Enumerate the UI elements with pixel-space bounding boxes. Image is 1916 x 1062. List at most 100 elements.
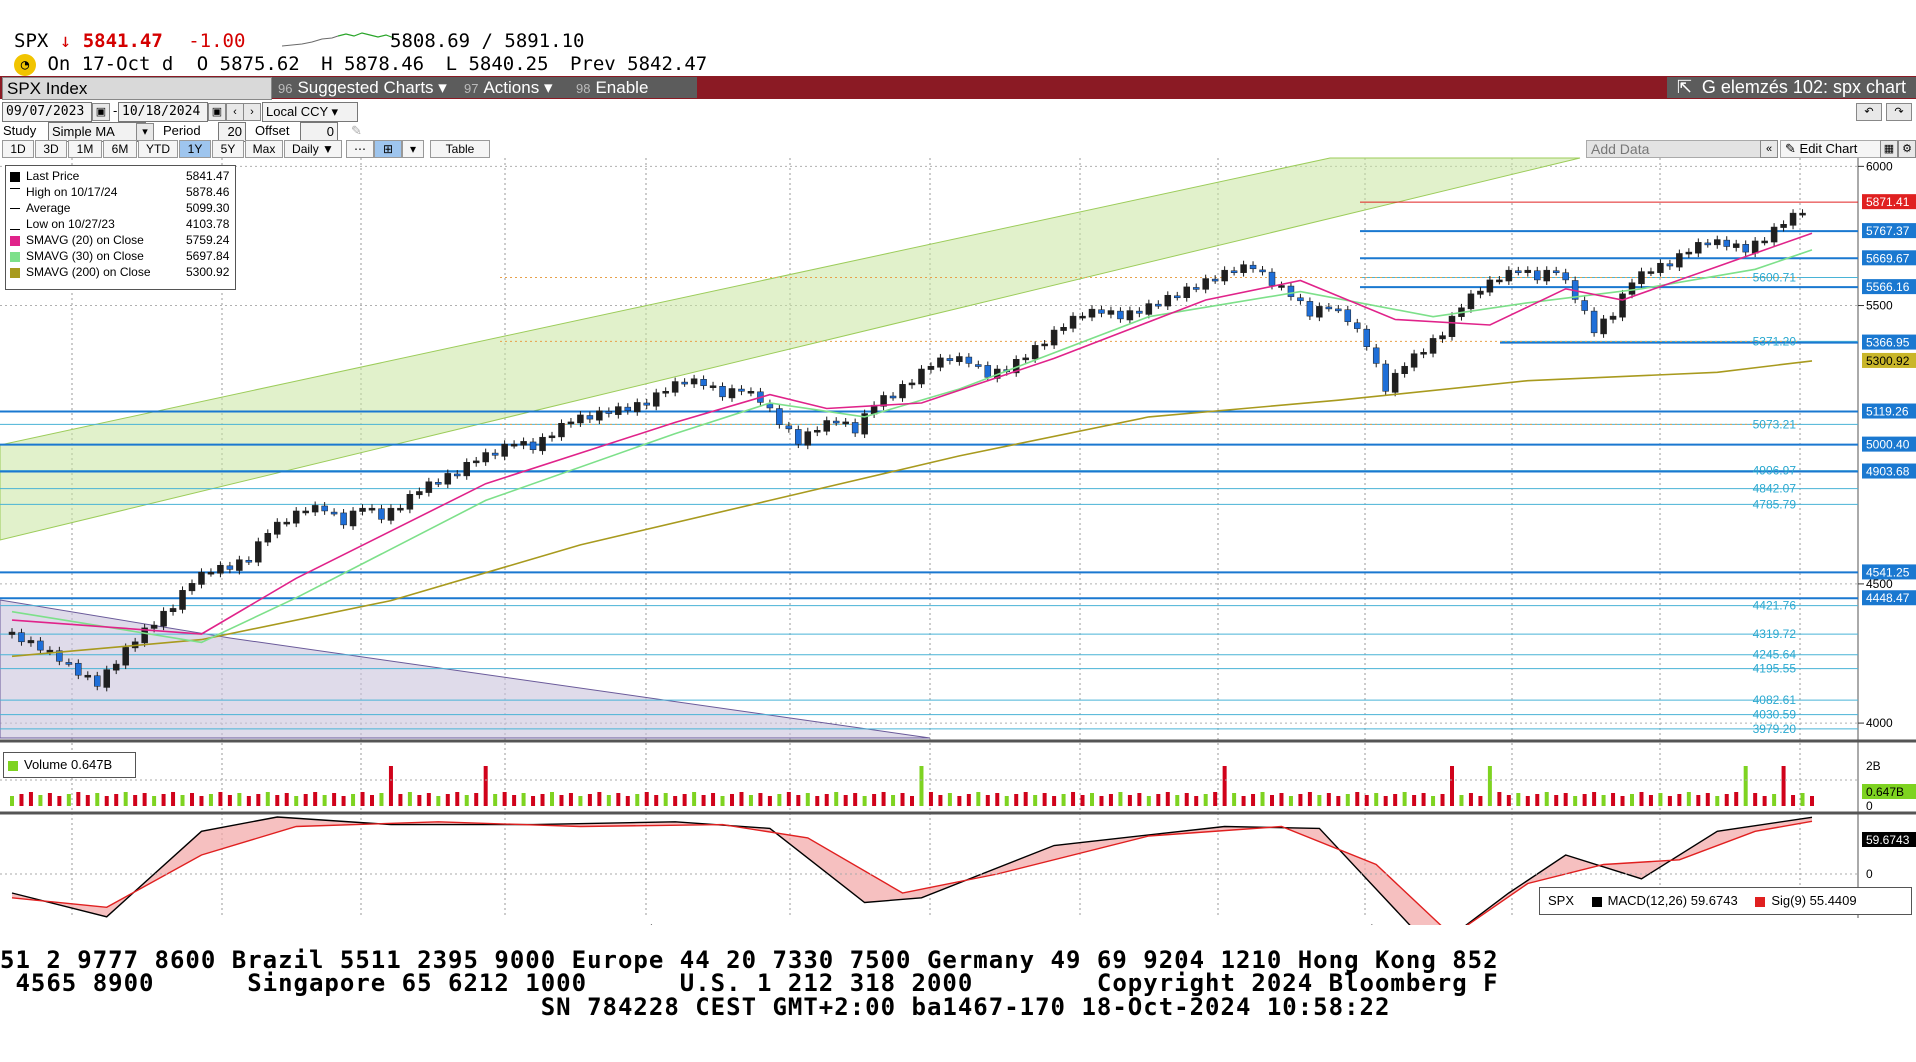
- volume-bar: [1260, 792, 1265, 806]
- candle-body: [1714, 239, 1721, 246]
- undo-icon[interactable]: ↶: [1856, 103, 1882, 121]
- value-tag-box: [1862, 194, 1916, 210]
- range-5y[interactable]: 5Y: [212, 140, 244, 158]
- range-1d[interactable]: 1D: [2, 140, 34, 158]
- actions-menu[interactable]: 97 Actions ▾: [458, 77, 574, 98]
- candle-body: [615, 406, 622, 415]
- candle-body: [1448, 315, 1456, 337]
- pencil-icon[interactable]: ✎: [351, 123, 362, 138]
- candle-body: [1742, 244, 1749, 253]
- macd-line: [11, 816, 1813, 925]
- value-tag: 5366.95: [1866, 336, 1910, 350]
- table-button[interactable]: Table: [430, 140, 490, 158]
- suggested-charts-label: Suggested Charts: [297, 78, 434, 97]
- volume-bar: [332, 793, 337, 806]
- chevron-down-icon[interactable]: ▾: [136, 123, 154, 141]
- chevron-down-icon[interactable]: ▾: [402, 140, 424, 158]
- candle-body: [1306, 301, 1314, 317]
- frequency-select[interactable]: Daily ▼: [284, 140, 342, 158]
- volume-bar: [1374, 793, 1379, 806]
- suggested-charts-menu[interactable]: 96 Suggested Charts ▾: [272, 77, 461, 98]
- chevron-right-icon[interactable]: ›: [243, 103, 261, 121]
- volume-bar: [1648, 795, 1653, 806]
- edit-chart-button[interactable]: ✎ Edit Chart: [1780, 140, 1884, 158]
- volume-bar: [1696, 795, 1701, 806]
- redo-icon[interactable]: ↷: [1886, 103, 1912, 121]
- month-label: May: [1068, 922, 1093, 925]
- calendar-icon[interactable]: ▣: [92, 103, 110, 121]
- level-label: 4906.97: [1753, 464, 1797, 478]
- legend-label: SMAVG (30) on Close: [26, 249, 144, 263]
- bar-style-icon[interactable]: ⋯: [346, 140, 374, 158]
- candle-body: [795, 429, 802, 445]
- volume-bar: [1781, 766, 1786, 806]
- volume-bar: [398, 794, 403, 806]
- candle-body: [1439, 335, 1446, 340]
- month-label: Dec: [349, 922, 373, 925]
- calendar-icon[interactable]: ▣: [208, 103, 226, 121]
- candle-body: [1789, 212, 1797, 226]
- candle-body: [1552, 270, 1560, 273]
- candle-body: [776, 408, 783, 425]
- price-legend: Last Price 5841.47 High on 10/17/24 5878.4…: [5, 165, 236, 290]
- candle-body: [690, 378, 698, 385]
- candle-body: [1534, 270, 1541, 281]
- volume-bar: [568, 793, 573, 806]
- currency-select[interactable]: Local CCY ▾: [262, 102, 358, 122]
- volume-bar: [872, 794, 877, 806]
- candle-body: [1685, 251, 1693, 255]
- volume-bar: [1620, 796, 1625, 806]
- level-label: 5371.20: [1753, 334, 1797, 348]
- candle-body: [18, 632, 25, 643]
- value-tag-box: [1862, 590, 1916, 606]
- volume-bar: [123, 792, 128, 806]
- volume-bar: [512, 795, 517, 806]
- candle-body: [463, 462, 470, 477]
- volume-bar: [947, 793, 952, 806]
- add-data-field[interactable]: Add Data: [1586, 140, 1764, 158]
- range-6m[interactable]: 6M: [103, 140, 137, 158]
- high-marker-icon: [10, 187, 20, 198]
- volume-bar: [455, 792, 460, 806]
- range-1m[interactable]: 1M: [68, 140, 102, 158]
- value-tag-box: [1862, 832, 1916, 847]
- range-max[interactable]: Max: [245, 140, 283, 158]
- start-date-field[interactable]: 09/07/2023: [2, 102, 92, 122]
- chart-settings-icon[interactable]: ▦: [1880, 140, 1898, 158]
- line-style-icon[interactable]: ⊞: [374, 140, 402, 158]
- volume-bar: [66, 794, 71, 806]
- volume-bar: [1222, 766, 1227, 806]
- volume-bar: [928, 792, 933, 806]
- candle-body: [65, 662, 73, 665]
- volume-bar: [1251, 794, 1256, 806]
- volume-bar: [28, 792, 33, 806]
- candle-body: [454, 473, 461, 477]
- candle-body: [1410, 353, 1418, 368]
- candle-body: [56, 650, 63, 662]
- security-field[interactable]: SPX Index: [2, 77, 272, 100]
- range-ytd[interactable]: YTD: [138, 140, 178, 158]
- volume-bar: [1421, 793, 1426, 806]
- volume-bar: [1241, 796, 1246, 806]
- candle-body: [1344, 309, 1352, 322]
- legend-swatch: [8, 760, 18, 771]
- candle-body: [851, 422, 859, 434]
- double-chevron-left-icon[interactable]: «: [1760, 140, 1778, 158]
- end-date-field[interactable]: 10/18/2024: [118, 102, 208, 122]
- candle-body: [368, 507, 376, 511]
- volume-bar: [1791, 795, 1796, 806]
- volume-bar: [1108, 794, 1113, 806]
- range-3d[interactable]: 3D: [35, 140, 67, 158]
- enable-save-button[interactable]: 98 Enable Save: [570, 77, 697, 119]
- legend-label: Average: [26, 201, 71, 215]
- price-chart[interactable]: 5600.71 5371.20 5073.21 4906.97 4842.074785.…: [0, 0, 1916, 925]
- candle-body: [1335, 308, 1342, 312]
- volume-bar: [1753, 793, 1758, 806]
- range-1y[interactable]: 1Y: [179, 140, 211, 158]
- volume-bar: [417, 795, 422, 806]
- period-field[interactable]: 20: [218, 122, 246, 142]
- value-tag-box: [1862, 223, 1916, 239]
- chart-name[interactable]: ⇱ G elemzés 102: spx chart: [1666, 77, 1916, 98]
- candle-body: [1581, 300, 1588, 311]
- volume-bar: [265, 792, 270, 806]
